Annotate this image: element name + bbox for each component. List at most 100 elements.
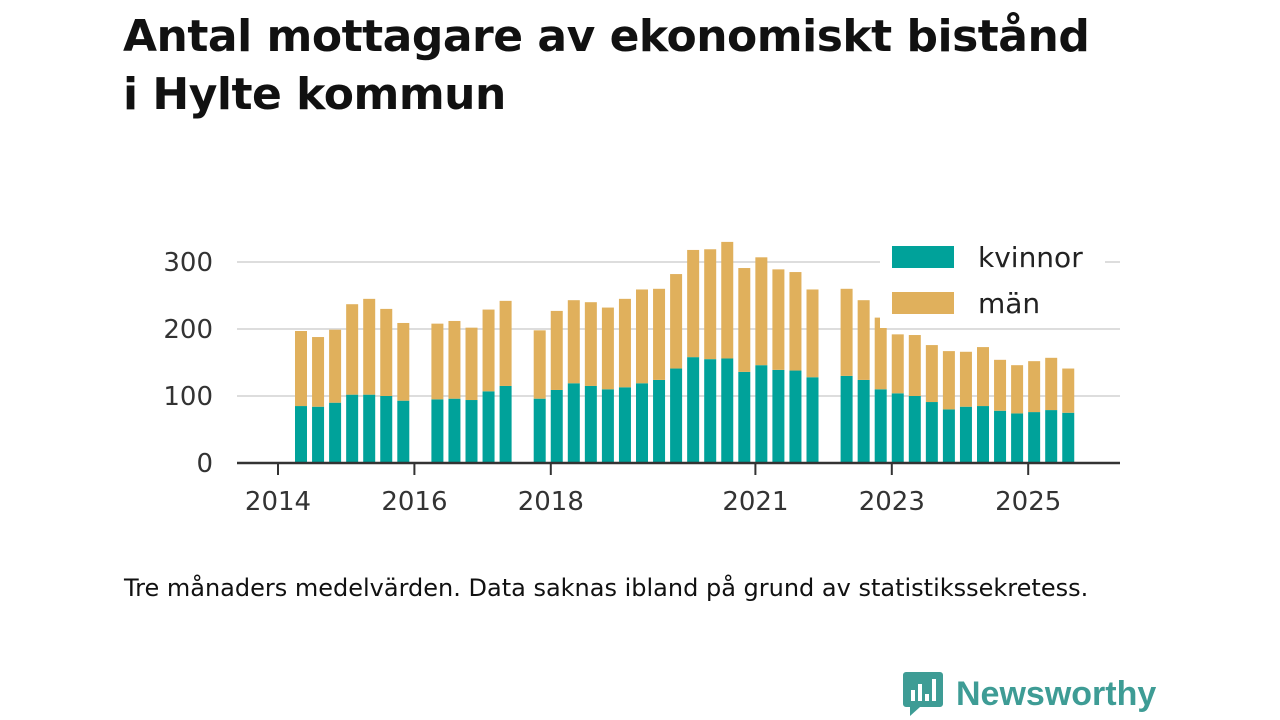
bar-kvinnor [942,409,955,463]
bar-man [704,249,717,360]
bar-man [874,317,887,390]
bar-kvinnor [874,389,887,463]
bar-kvinnor [891,393,904,463]
bar-kvinnor [601,389,614,463]
y-tick-label: 100 [163,382,213,412]
bar-man [959,351,972,407]
y-tick-label: 200 [163,315,213,345]
legend-swatch-man [892,292,954,314]
bar-kvinnor [533,398,546,463]
bar-kvinnor [567,383,580,463]
bar-man [636,289,648,384]
footnote: Tre månaders medelvärden. Data saknas ib… [124,574,1089,602]
bar-kvinnor [448,398,461,463]
bar-man [977,347,989,407]
bar-kvinnor [1062,412,1075,463]
bar-man [925,345,938,403]
bar-man [994,359,1007,411]
bar-man [465,327,478,401]
bar-kvinnor [329,402,342,463]
bar-kvinnor [687,357,700,463]
chart-title: Antal mottagare av ekonomiskt bistånd i … [123,8,1183,124]
bar-kvinnor [789,370,802,463]
bar-kvinnor [482,391,495,463]
bar-man [772,269,785,370]
bar-kvinnor [312,406,325,463]
bar-kvinnor [908,396,921,463]
y-tick-label: 300 [163,248,213,278]
bar-man [1028,361,1041,413]
bar-kvinnor [618,387,631,463]
bar-kvinnor [994,410,1007,463]
bar-man [380,308,393,396]
bar-man [312,337,325,407]
brand-name: Newsworthy [956,674,1157,713]
bar-kvinnor [1028,412,1041,463]
bar-man [346,304,359,395]
bar-kvinnor [295,406,307,463]
bar-man [789,272,802,371]
bar-kvinnor [584,385,597,463]
axes: 0 100 200 300 2014 2016 2018 2021 2023 2025 [163,248,1120,517]
x-tick-label: 2025 [995,487,1061,517]
bar-man [908,335,921,396]
bar-kvinnor [857,379,870,463]
bar-man [295,331,307,407]
chart-title-line-2: i Hylte kommun [123,69,506,120]
bar-kvinnor [840,375,853,463]
bar-kvinnor [959,406,972,463]
bar-man [1045,357,1058,411]
legend-swatch-kvinnor [892,246,954,268]
x-tick-label: 2016 [381,487,447,517]
bar-man [397,322,410,401]
bar-man [687,249,700,358]
x-tick-label: 2021 [722,487,788,517]
bar-kvinnor [738,371,751,463]
bar-man [329,329,342,403]
bar-man [891,334,904,394]
bar-kvinnor [704,359,717,463]
bar-man [567,300,580,384]
bar-man [618,298,631,388]
bar-man [1011,365,1024,414]
bar-man [670,274,683,369]
bar-man [533,330,546,399]
brand-logo[interactable]: Newsworthy [902,670,1156,718]
bar-kvinnor [363,394,376,463]
bar-man [448,320,461,399]
bar-kvinnor [806,377,819,463]
bar-man [942,351,955,410]
bar-kvinnor [977,406,989,463]
bar-man [431,323,444,400]
bar-man [499,300,512,386]
bar-man [550,310,563,390]
x-tick-label: 2023 [859,487,925,517]
bar-kvinnor [550,389,563,463]
bar-man [840,288,853,376]
bar-kvinnor [397,400,410,463]
bar-kvinnor [431,399,444,463]
bar-kvinnor [670,368,683,463]
bar-man [721,241,734,359]
bar-man [482,309,495,392]
newsworthy-logo-icon [903,672,943,716]
chart-title-line-1: Antal mottagare av ekonomiskt bistånd [123,11,1090,62]
bar-man [363,298,376,395]
bar-kvinnor [465,400,478,463]
legend-label-man: män [978,287,1040,320]
bar-man [755,257,768,366]
bar-kvinnor [346,394,359,463]
legend-label-kvinnor: kvinnor [978,241,1083,274]
bar-man [738,268,751,372]
bar-kvinnor [380,396,393,463]
bar-kvinnor [1011,413,1024,463]
bar-kvinnor [499,385,512,463]
bars [295,241,1075,463]
bar-kvinnor [1045,410,1058,463]
bar-kvinnor [721,358,734,463]
bar-man [1062,368,1075,413]
bar-man [653,288,666,380]
legend: kvinnor män [880,232,1105,328]
bar-kvinnor [653,379,666,463]
bar-kvinnor [755,365,768,463]
